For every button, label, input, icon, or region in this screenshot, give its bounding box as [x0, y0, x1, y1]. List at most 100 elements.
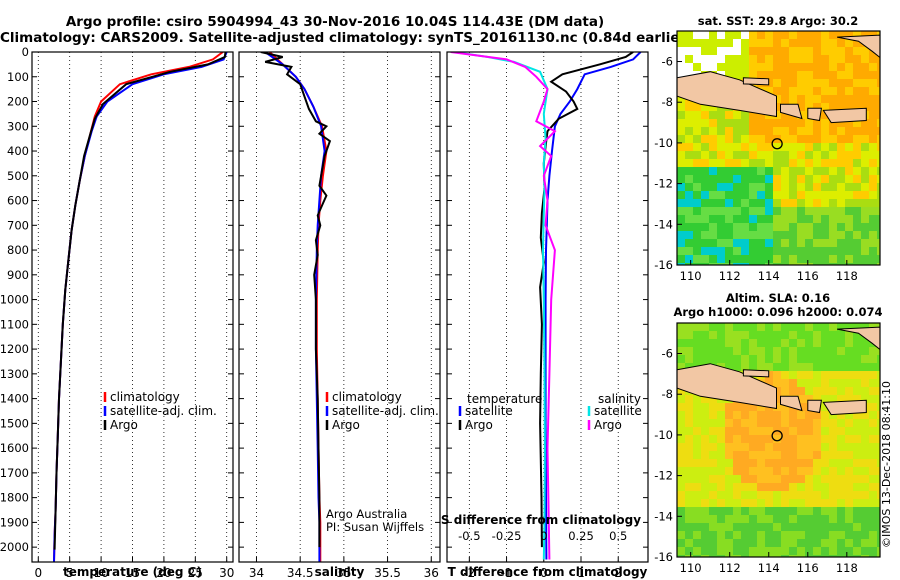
sst_map-cell [853, 175, 862, 184]
sst_map-cell [733, 223, 742, 232]
sla_map-cell [685, 547, 694, 556]
sla_map-cell [765, 539, 774, 548]
sst_map-cell [725, 47, 734, 56]
sst_map-cell [725, 127, 734, 136]
sla_map-cell [789, 547, 798, 556]
sla_map-cell [749, 547, 758, 556]
sla_map-cell [717, 427, 726, 436]
salinity-xtick-label: 35 [336, 566, 351, 580]
sst_map-cell [797, 71, 806, 80]
sst_map-cell [789, 119, 798, 128]
sst_map-ytick-label: -10 [654, 136, 673, 150]
sst_map-cell [693, 135, 702, 144]
sla_map-cell [869, 355, 878, 364]
sla_map-cell [677, 531, 686, 540]
sla_map-cell [725, 435, 734, 444]
sla_map-cell [821, 475, 830, 484]
sst_map-cell [709, 143, 718, 152]
sla_map-cell [869, 491, 878, 500]
sst_map-cell [757, 231, 766, 240]
sla_map-cell [701, 355, 710, 364]
sst_map-cell [773, 263, 782, 265]
sst_map-cell [853, 207, 862, 216]
sla_map-cell [877, 379, 880, 388]
sla_map-cell [701, 451, 710, 460]
sst_map-cell [709, 103, 718, 112]
sla_map-cell [725, 499, 734, 508]
sla_map-cell [845, 427, 854, 436]
sla_map-cell [701, 459, 710, 468]
sla_map-cell [733, 467, 742, 476]
sst_map-cell [829, 79, 838, 88]
sst_map-cell [861, 255, 870, 264]
sla_map-cell [709, 507, 718, 516]
sla_map-cell [781, 363, 790, 372]
sst_map-cell [765, 63, 774, 72]
sla_map-cell [797, 379, 806, 388]
sla_map-cell [845, 499, 854, 508]
sst_map-cell [765, 119, 774, 128]
sla_map-cell [813, 347, 822, 356]
sla_map-cell [797, 339, 806, 348]
sla_map-cell [805, 347, 814, 356]
sla_map-cell [773, 435, 782, 444]
temperature-xtick-label: 0 [34, 566, 42, 580]
sst_map-cell [789, 215, 798, 224]
sla_map-cell [677, 555, 686, 557]
sla_map-cell [845, 459, 854, 468]
sla_map-cell [789, 419, 798, 428]
sst_map-cell [853, 135, 862, 144]
sst_map-cell [805, 207, 814, 216]
sla_map-cell [749, 475, 758, 484]
sla_map-cell [741, 443, 750, 452]
sla_map-cell [677, 459, 686, 468]
sla_map-cell [693, 459, 702, 468]
sla_map-cell [717, 339, 726, 348]
sst_map-cell [717, 47, 726, 56]
sst_map-cell [869, 191, 878, 200]
sla_map-cell [773, 411, 782, 420]
sst_map-cell [829, 167, 838, 176]
sla_map-cell [677, 347, 686, 356]
sla_map-cell [765, 331, 774, 340]
sst_map-cell [741, 39, 750, 48]
sst_map-cell [829, 223, 838, 232]
sla_map-cell [853, 499, 862, 508]
sla_map-cell [701, 427, 710, 436]
sst_map-cell [821, 127, 830, 136]
sst_map-cell [869, 215, 878, 224]
sla_map-cell [773, 507, 782, 516]
sla_map-cell [805, 323, 814, 332]
sla_map-cell [749, 451, 758, 460]
sst_map-cell [709, 151, 718, 160]
sst_map-frame [676, 30, 881, 266]
sla_map-cell [877, 539, 880, 548]
sst_map-cell [781, 239, 790, 248]
sst_map-cell [877, 159, 880, 168]
sst_map-cell [829, 71, 838, 80]
sla_map-cell [837, 355, 846, 364]
sla_map-cell [829, 539, 838, 548]
sla_map-cell [869, 363, 878, 372]
sla_map-cell [701, 491, 710, 500]
sla_map-cell [829, 483, 838, 492]
sst_map-cell [877, 135, 880, 144]
sla_map-cell [781, 347, 790, 356]
sla_map-cell [741, 483, 750, 492]
sst_map-land [807, 107, 822, 122]
sla_map-xtick-label: 112 [719, 561, 741, 575]
sst_map-cell [877, 111, 880, 120]
sst_map-cell [861, 87, 870, 96]
sla_map-cell [821, 443, 830, 452]
sla_map-cell [797, 395, 806, 404]
sst_map-cell [749, 167, 758, 176]
sla_map-cell [709, 339, 718, 348]
sla_map-cell [853, 419, 862, 428]
sla_map-cell [813, 339, 822, 348]
sla_map-cell [813, 387, 822, 396]
sst_map-cell [821, 239, 830, 248]
sst_map-cell [797, 79, 806, 88]
sla_map-cell [741, 507, 750, 516]
sla_map-cell [741, 403, 750, 412]
sst_map-cell [813, 39, 822, 48]
